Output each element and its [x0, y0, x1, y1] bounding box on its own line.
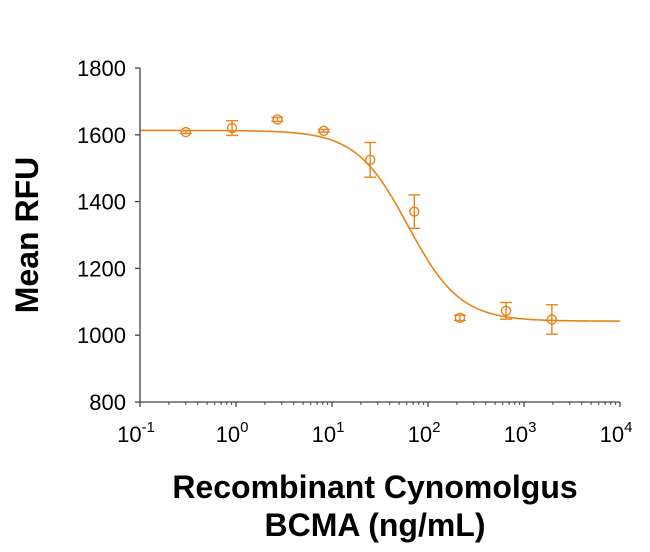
data-marker [365, 154, 376, 166]
x-tick-label: 104 [600, 419, 633, 447]
fit-curve [139, 129, 621, 322]
x-tick-exponent: 3 [528, 419, 536, 436]
data-marker [226, 122, 238, 134]
x-tick-exponent: -1 [142, 419, 155, 436]
data-marker [272, 114, 283, 125]
data-point [317, 125, 330, 136]
data-marker [546, 314, 558, 325]
data-point [453, 312, 466, 324]
data-marker [454, 312, 466, 324]
y-axis-title: Mean RFU [9, 157, 45, 313]
y-tick-label: 1400 [77, 190, 126, 215]
x-axis-title-line-2: BCMA (ng/mL) [265, 507, 486, 543]
data-points-layer [179, 114, 558, 335]
x-tick-exponent: 2 [432, 419, 440, 436]
axes-layer [139, 68, 620, 403]
data-point [226, 120, 239, 137]
x-tick-exponent: 1 [336, 419, 344, 436]
fit-curve-layer [139, 129, 621, 322]
data-point [545, 304, 558, 335]
y-tick-label: 800 [89, 390, 126, 415]
data-point [364, 141, 377, 178]
y-tick-label: 1600 [77, 123, 126, 148]
x-ticks: 10-1 100 101 102 103 104 [117, 402, 632, 447]
data-marker [318, 125, 329, 136]
data-point [500, 301, 513, 320]
x-tick-label: 100 [216, 419, 249, 447]
y-tick-label: 1200 [77, 256, 126, 281]
data-marker [180, 126, 192, 138]
x-axis-title-line-1: Recombinant Cynomolgus [172, 469, 577, 505]
data-marker [500, 305, 512, 317]
y-tick-label: 1000 [77, 323, 126, 348]
x-tick-exponent: 4 [624, 419, 632, 436]
data-point [271, 114, 284, 125]
y-ticks: 800 1000 1200 1400 1600 1800 [77, 56, 140, 415]
x-tick-exponent: 0 [240, 419, 248, 436]
x-tick-label: 102 [408, 419, 441, 447]
data-point [179, 126, 192, 138]
x-tick-label: 101 [312, 419, 345, 447]
data-marker [409, 206, 420, 217]
x-tick-label: 103 [504, 419, 537, 447]
y-tick-label: 1800 [77, 56, 126, 81]
data-point [408, 194, 421, 230]
x-tick-label: 10-1 [117, 419, 155, 447]
